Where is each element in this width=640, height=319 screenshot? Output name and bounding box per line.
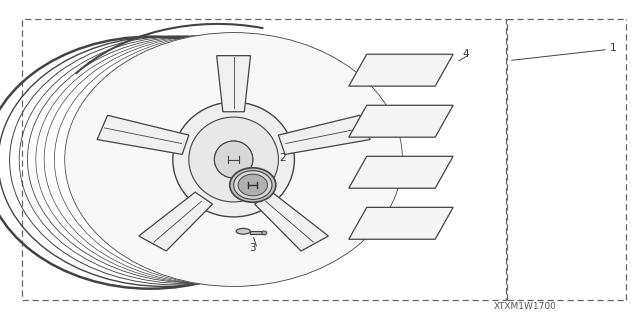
Ellipse shape <box>230 168 276 202</box>
Polygon shape <box>349 207 453 239</box>
Ellipse shape <box>234 171 272 199</box>
Polygon shape <box>255 192 328 251</box>
Text: 4: 4 <box>463 49 469 59</box>
Ellipse shape <box>236 228 250 234</box>
Polygon shape <box>97 115 189 154</box>
Text: XTXM1W1700: XTXM1W1700 <box>493 302 556 311</box>
Text: 2: 2 <box>280 153 286 163</box>
Polygon shape <box>349 105 453 137</box>
Text: 3: 3 <box>250 243 256 253</box>
Bar <box>22 19 506 300</box>
Polygon shape <box>139 192 212 251</box>
Text: 1: 1 <box>610 43 616 53</box>
Ellipse shape <box>189 117 278 202</box>
Polygon shape <box>217 56 250 112</box>
Ellipse shape <box>214 141 253 178</box>
Ellipse shape <box>238 174 268 196</box>
Ellipse shape <box>214 141 253 178</box>
Ellipse shape <box>64 32 403 287</box>
Ellipse shape <box>262 231 267 235</box>
Bar <box>250 231 264 234</box>
Polygon shape <box>349 156 453 188</box>
Polygon shape <box>278 115 370 154</box>
Polygon shape <box>349 54 453 86</box>
Ellipse shape <box>173 102 294 217</box>
